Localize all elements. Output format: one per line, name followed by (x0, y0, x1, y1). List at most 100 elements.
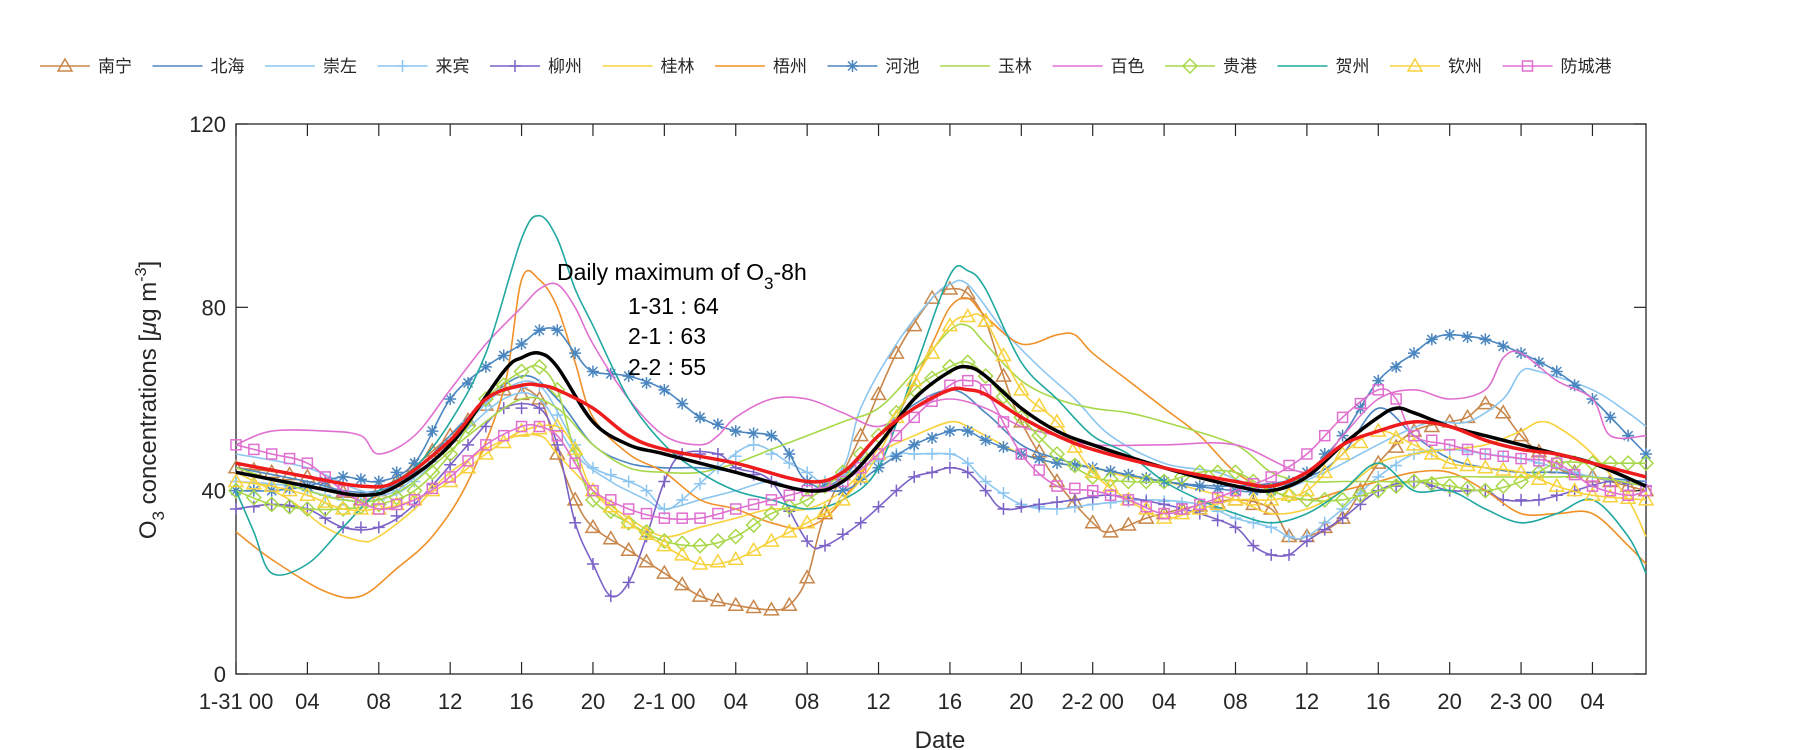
data-point (941, 358, 958, 375)
data-point (265, 448, 278, 460)
data-point (852, 468, 869, 483)
x-tick-label: 2-1 00 (633, 689, 695, 714)
data-point (656, 533, 673, 550)
data-point (1425, 333, 1438, 346)
data-point (1387, 438, 1405, 453)
data-point (1390, 459, 1403, 472)
data-point (691, 555, 709, 570)
data-point (959, 354, 976, 371)
data-point (1069, 482, 1081, 495)
data-point (1336, 411, 1349, 424)
data-point (283, 452, 296, 465)
data-point (548, 445, 566, 460)
data-point (462, 438, 475, 451)
data-point (872, 448, 885, 460)
data-point (1568, 468, 1581, 481)
annotation-title: Daily maximum of O3-8h (557, 259, 807, 293)
data-point (1015, 448, 1028, 460)
legend: 南宁 北海 崇左 来宾 柳州 桂林 梧州 河池 玉林 百色 贵港 贺州 钦州 防城港 (40, 57, 1612, 77)
legend-label: 南宁 (98, 57, 132, 77)
data-point (396, 60, 409, 72)
data-point (354, 521, 367, 534)
legend-label: 崇左 (323, 57, 357, 77)
data-point (747, 498, 760, 511)
legend-item: 柳州 (490, 57, 582, 77)
data-point (997, 441, 1010, 454)
data-point (1102, 477, 1119, 492)
data-point (604, 468, 617, 481)
data-point (462, 455, 474, 467)
data-point (566, 440, 584, 456)
data-point (1227, 464, 1244, 481)
data-point (763, 532, 780, 547)
data-point (1405, 473, 1423, 490)
data-point (1548, 477, 1566, 492)
data-point (783, 448, 796, 460)
data-point (354, 473, 367, 486)
data-point (531, 358, 548, 375)
legend-label: 百色 (1111, 57, 1145, 77)
data-point (676, 493, 689, 506)
legend-item: 梧州 (715, 57, 807, 77)
data-point (283, 482, 296, 495)
data-point (1495, 478, 1512, 495)
data-point (1521, 60, 1534, 72)
data-point (959, 308, 977, 323)
y-tick-label: 120 (189, 112, 226, 137)
data-point (263, 477, 281, 492)
data-point (263, 496, 280, 513)
data-point (673, 546, 691, 561)
data-point (1068, 459, 1081, 472)
data-point (926, 448, 939, 460)
data-point (995, 346, 1012, 362)
data-point (673, 576, 691, 591)
legend-label: 柳州 (548, 57, 582, 77)
data-point (281, 482, 298, 497)
data-point (1334, 491, 1351, 508)
data-point (1318, 429, 1331, 442)
data-point (780, 596, 798, 611)
data-point (495, 377, 512, 394)
data-point (1370, 482, 1387, 499)
data-point (1262, 491, 1280, 506)
data-point (1316, 463, 1334, 479)
data-point (586, 461, 599, 474)
legend-item: 贺州 (1277, 57, 1370, 77)
data-point (1387, 429, 1405, 444)
data-point (765, 494, 778, 506)
data-point (248, 443, 260, 456)
data-point (995, 367, 1012, 382)
data-point (783, 489, 796, 501)
data-point (905, 372, 923, 387)
legend-label: 来宾 (436, 57, 470, 77)
x-tick-label: 1-31 00 (199, 689, 274, 714)
data-point (1298, 491, 1315, 508)
data-point (872, 500, 885, 513)
data-point (390, 509, 403, 522)
series-layer (227, 214, 1655, 616)
data-point (622, 370, 635, 383)
data-point (56, 57, 74, 72)
data-point (334, 500, 352, 515)
data-point (1318, 448, 1331, 460)
data-point (1086, 484, 1099, 497)
data-point (1283, 530, 1296, 543)
data-point (1068, 493, 1081, 506)
data-point (1619, 489, 1637, 505)
legend-item: 河池 (827, 57, 920, 77)
data-point (1176, 503, 1188, 515)
data-point (1102, 471, 1119, 488)
data-point (1513, 473, 1530, 490)
series-line (235, 382, 1647, 489)
data-point (745, 516, 762, 534)
data-point (1137, 509, 1155, 524)
data-point (230, 503, 242, 515)
data-point (1388, 478, 1405, 495)
legend-label: 贵港 (1223, 57, 1257, 77)
data-point (834, 491, 852, 506)
data-point (245, 489, 262, 506)
x-tick-label: 16 (938, 689, 962, 714)
legend-item: 北海 (152, 57, 245, 77)
data-point (584, 518, 602, 534)
annotation-line-1: 1-31 : 64 (628, 293, 719, 319)
